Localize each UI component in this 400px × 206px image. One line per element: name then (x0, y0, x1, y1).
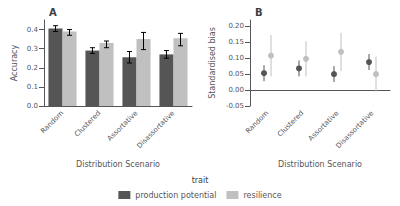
svg-text:0.15: 0.15 (228, 38, 244, 46)
svg-text:production potential: production potential (135, 191, 216, 200)
svg-text:0.2: 0.2 (27, 64, 38, 72)
svg-text:0.1: 0.1 (27, 83, 38, 91)
svg-text:0.3: 0.3 (27, 45, 38, 53)
svg-text:0.20: 0.20 (228, 22, 244, 30)
svg-text:Accuracy: Accuracy (10, 44, 19, 81)
svg-text:0.4: 0.4 (27, 26, 39, 34)
svg-text:A: A (49, 7, 57, 18)
svg-text:0.05: 0.05 (228, 70, 244, 78)
svg-text:B: B (255, 7, 263, 18)
svg-text:Assortative: Assortative (106, 109, 139, 142)
svg-text:Standardised bias: Standardised bias (208, 27, 217, 99)
svg-text:Clustered: Clustered (276, 109, 305, 138)
svg-text:Distribution Scenario: Distribution Scenario (76, 160, 160, 169)
svg-text:0.10: 0.10 (228, 54, 244, 62)
svg-text:Disassortative: Disassortative (135, 109, 176, 150)
svg-text:0.0: 0.0 (27, 102, 38, 110)
svg-text:Random: Random (244, 109, 270, 135)
svg-text:Distribution Scenario: Distribution Scenario (278, 160, 362, 169)
svg-text:Assortative: Assortative (307, 109, 340, 142)
svg-text:Random: Random (39, 109, 65, 135)
svg-text:0.00: 0.00 (228, 86, 244, 94)
svg-text:Clustered: Clustered (73, 109, 102, 138)
svg-text:resilience: resilience (243, 191, 281, 200)
svg-text:-0.05: -0.05 (226, 102, 244, 110)
svg-text:trait: trait (192, 176, 209, 185)
svg-text:Disassortative: Disassortative (334, 109, 375, 150)
